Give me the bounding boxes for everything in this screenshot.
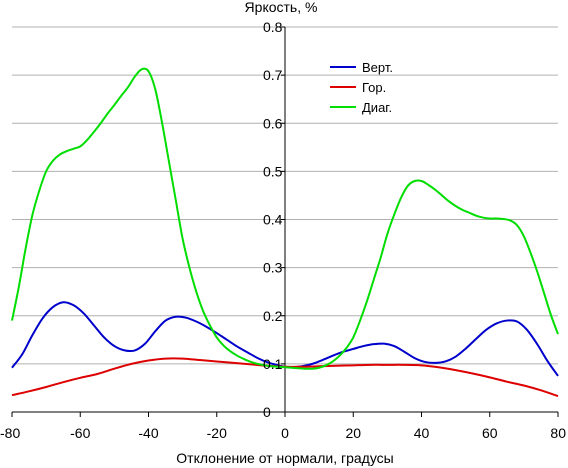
y-tick-label: 0.4	[263, 212, 283, 228]
y-tick-label: 0.7	[263, 67, 283, 83]
x-tick-label: -40	[138, 425, 158, 441]
x-tick-label: -60	[70, 425, 90, 441]
y-tick-label: 0.6	[263, 115, 283, 131]
x-tick-label: 40	[414, 425, 430, 441]
axes	[11, 26, 559, 417]
y-tick-label: 0.2	[263, 308, 283, 324]
y-tick-labels: 0 0.1 0.2 0.3 0.4 0.5 0.6 0.7 0.8	[263, 19, 283, 420]
series-lines	[11, 67, 559, 398]
legend-label-1: Гор.	[362, 80, 386, 95]
y-axis-label: Яркость, %	[245, 0, 318, 15]
legend-label-2: Диаг.	[362, 100, 392, 115]
y-tick-label: 0.3	[263, 260, 283, 276]
legend-label-0: Верт.	[362, 60, 393, 75]
series-line-2	[11, 67, 559, 370]
x-axis-label: Отклонение от нормали, градусы	[176, 450, 393, 466]
y-tick-label: 0.5	[263, 163, 283, 179]
x-tick-label: 60	[482, 425, 498, 441]
x-tick-label: 80	[550, 425, 566, 441]
legend: Верт. Гор. Диаг.	[330, 60, 393, 115]
x-tick-labels: -80 -60 -40 -20 0 20 40 60 80	[0, 425, 566, 441]
x-tick-label: -80	[0, 425, 20, 441]
x-tick-label: 20	[345, 425, 361, 441]
y-tick-label: 0.1	[263, 356, 283, 372]
y-tick-label: 0	[263, 404, 271, 420]
x-tick-label: -20	[207, 425, 227, 441]
x-tick-label: 0	[281, 425, 289, 441]
y-tick-label: 0.8	[263, 19, 283, 35]
